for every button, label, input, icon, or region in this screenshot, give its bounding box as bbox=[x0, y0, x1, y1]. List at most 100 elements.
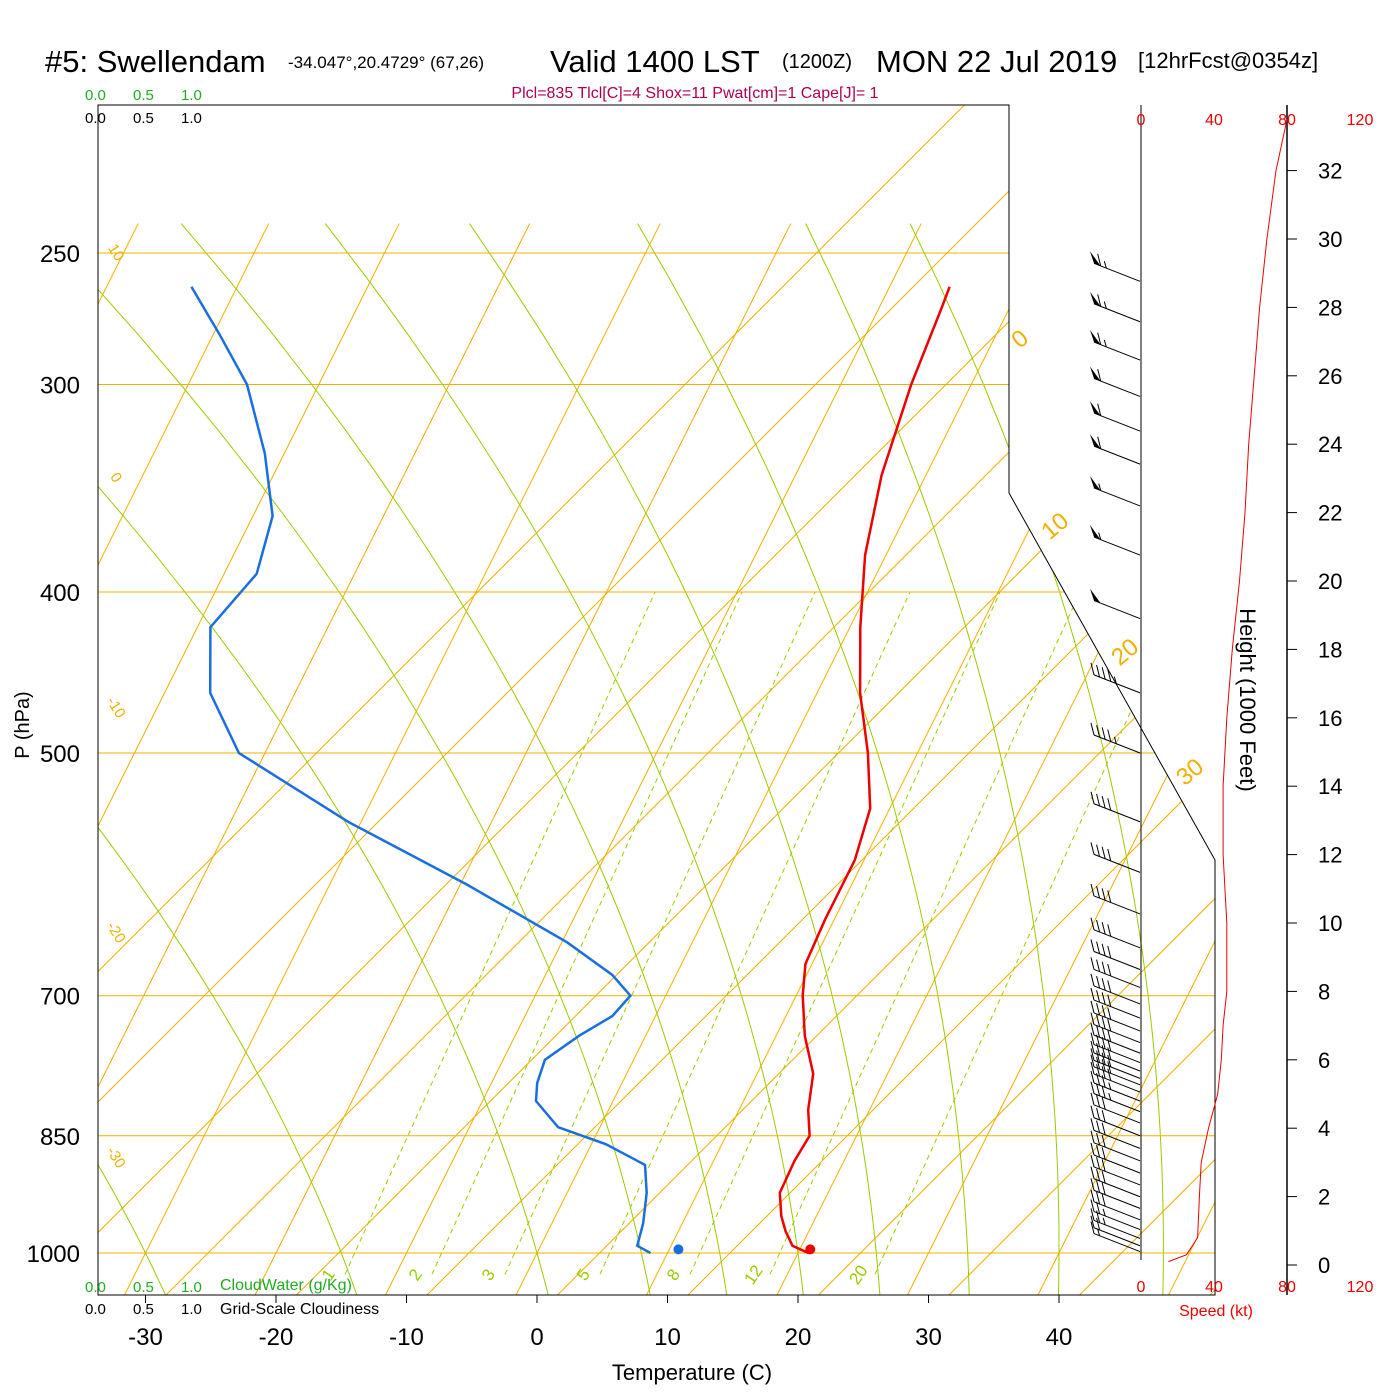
mixing-ratio-line bbox=[431, 591, 743, 1275]
x-tick-label: 40 bbox=[1046, 1324, 1073, 1351]
wind-barb bbox=[1090, 588, 1141, 620]
isotherm-label: 0 bbox=[106, 470, 125, 486]
speed-tick-label: 120 bbox=[1347, 112, 1374, 129]
height-tick-label: 30 bbox=[1318, 227, 1342, 252]
pressure-tick-label: 1000 bbox=[27, 1241, 80, 1268]
mixing-ratio-label: 2 bbox=[405, 1266, 426, 1285]
wind-barb bbox=[1090, 1061, 1141, 1093]
isotherm-label: 20 bbox=[1106, 633, 1144, 671]
title-station: #5: Swellendam bbox=[45, 44, 266, 79]
height-tick-label: 2 bbox=[1318, 1185, 1330, 1210]
moist-adiabat-line bbox=[637, 223, 970, 1295]
cloud-water-scale-05: 0.5 bbox=[133, 87, 154, 104]
wind-barb bbox=[1090, 1199, 1141, 1231]
mixing-ratio-label: 12 bbox=[740, 1262, 766, 1288]
height-tick-label: 10 bbox=[1318, 911, 1342, 936]
surface-temperature-marker bbox=[805, 1244, 816, 1255]
wind-barb bbox=[1090, 1208, 1141, 1239]
height-tick-label: 32 bbox=[1318, 159, 1342, 184]
cloud-water-scale-0: 0.0 bbox=[85, 87, 106, 104]
wind-barb bbox=[1090, 1000, 1141, 1032]
height-tick-label: 16 bbox=[1318, 706, 1342, 731]
cloud-water-scale-1-bottom: 1.0 bbox=[181, 1279, 202, 1296]
isotherm-label: 10 bbox=[1036, 507, 1074, 545]
wind-barb bbox=[1090, 973, 1141, 1005]
moist-adiabat-line bbox=[469, 223, 881, 1295]
plot-border bbox=[97, 104, 1216, 1296]
pressure-tick-label: 400 bbox=[40, 580, 80, 607]
height-tick-label: 12 bbox=[1318, 843, 1342, 868]
wind-barb bbox=[1090, 791, 1141, 823]
pressure-tick-label: 250 bbox=[40, 241, 80, 268]
pressure-tick-label: 500 bbox=[40, 741, 80, 768]
wind-barb bbox=[1090, 1215, 1141, 1247]
title-coords: -34.047°,20.4729° (67,26) bbox=[288, 53, 484, 72]
x-tick-label: -20 bbox=[259, 1324, 294, 1351]
isotherm-line bbox=[512, 223, 1053, 1295]
height-tick-label: 24 bbox=[1318, 432, 1342, 457]
title-valid: Valid 1400 LST bbox=[550, 44, 760, 79]
wind-barb bbox=[1090, 917, 1141, 949]
wind-barb bbox=[1090, 1023, 1141, 1054]
wind-barb bbox=[1090, 1032, 1141, 1064]
dewpoint-profile bbox=[190, 286, 652, 1255]
speed-tick-label: 40 bbox=[1205, 1279, 1223, 1296]
isotherm-label: 10 bbox=[104, 241, 127, 264]
wind-barb bbox=[1090, 1189, 1141, 1221]
mixing-ratio-line bbox=[769, 591, 1081, 1275]
isotherm-line bbox=[251, 223, 792, 1295]
wind-barb bbox=[1090, 1154, 1141, 1186]
dry-adiabat-line bbox=[1164, 105, 1215, 1295]
height-axis-label: Height (1000 Feet) bbox=[1235, 608, 1260, 791]
cloud-water-scale-05-bottom: 0.5 bbox=[133, 1279, 154, 1296]
temperature-profile bbox=[778, 286, 951, 1255]
mixing-ratio-line bbox=[504, 591, 816, 1275]
wind-barb bbox=[1090, 434, 1141, 465]
wind-barb bbox=[1090, 1040, 1141, 1072]
mixing-ratio-label: 3 bbox=[478, 1266, 499, 1285]
params-line: Plcl=835 Tlcl[C]=4 Shox=11 Pwat[cm]=1 Ca… bbox=[511, 85, 878, 102]
cloud-water-label: CloudWater (g/Kg) bbox=[220, 1277, 352, 1294]
isotherm-line bbox=[1165, 223, 1215, 1295]
dry-adiabat-line bbox=[98, 105, 1215, 1295]
mixing-ratio-label: 8 bbox=[663, 1266, 684, 1285]
cloud-water-scale-1: 1.0 bbox=[181, 87, 202, 104]
moist-adiabat-line bbox=[98, 223, 549, 1295]
wind-barb bbox=[1090, 401, 1141, 432]
wind-barb bbox=[1090, 1221, 1141, 1253]
wind-barb bbox=[1090, 291, 1141, 323]
dry-adiabat-line bbox=[251, 105, 1215, 1295]
moist-adiabat-line bbox=[98, 223, 166, 1295]
dry-adiabat-line bbox=[381, 105, 1215, 1295]
isotherm-label: -30 bbox=[103, 1144, 129, 1171]
isotherm-line bbox=[121, 223, 661, 1295]
dry-adiabat-line bbox=[120, 105, 1215, 1295]
x-tick-label: 0 bbox=[530, 1324, 543, 1351]
wind-barb bbox=[1090, 883, 1141, 915]
cloudiness-scale-0: 0.0 bbox=[85, 110, 106, 127]
pressure-tick-label: 700 bbox=[40, 984, 80, 1011]
wind-barb bbox=[1090, 722, 1141, 754]
x-tick-label: 10 bbox=[654, 1324, 681, 1351]
wind-barb bbox=[1090, 1105, 1141, 1137]
dry-adiabat-line bbox=[642, 105, 1215, 1295]
wind-barb bbox=[1090, 330, 1141, 361]
surface-dewpoint-marker bbox=[673, 1244, 684, 1255]
title-date: MON 22 Jul 2019 bbox=[876, 44, 1117, 79]
isotherm-line bbox=[643, 223, 1183, 1295]
wind-barbs bbox=[1090, 251, 1141, 1253]
wind-barb bbox=[1090, 366, 1141, 397]
moist-adiabat-line bbox=[98, 223, 651, 1295]
mixing-ratio-line bbox=[689, 591, 1001, 1275]
wind-barb bbox=[1090, 1118, 1141, 1149]
x-tick-label: -10 bbox=[389, 1324, 424, 1351]
speed-tick-label: 120 bbox=[1347, 1279, 1374, 1296]
wind-barb bbox=[1090, 1081, 1141, 1113]
isotherm-line bbox=[773, 223, 1215, 1295]
height-tick-label: 0 bbox=[1318, 1253, 1330, 1278]
height-tick-label: 4 bbox=[1318, 1116, 1330, 1141]
cloudiness-scale-1: 1.0 bbox=[181, 110, 202, 127]
wind-barb bbox=[1090, 662, 1141, 694]
height-tick-label: 26 bbox=[1318, 364, 1342, 389]
wind-barb bbox=[1090, 957, 1141, 988]
